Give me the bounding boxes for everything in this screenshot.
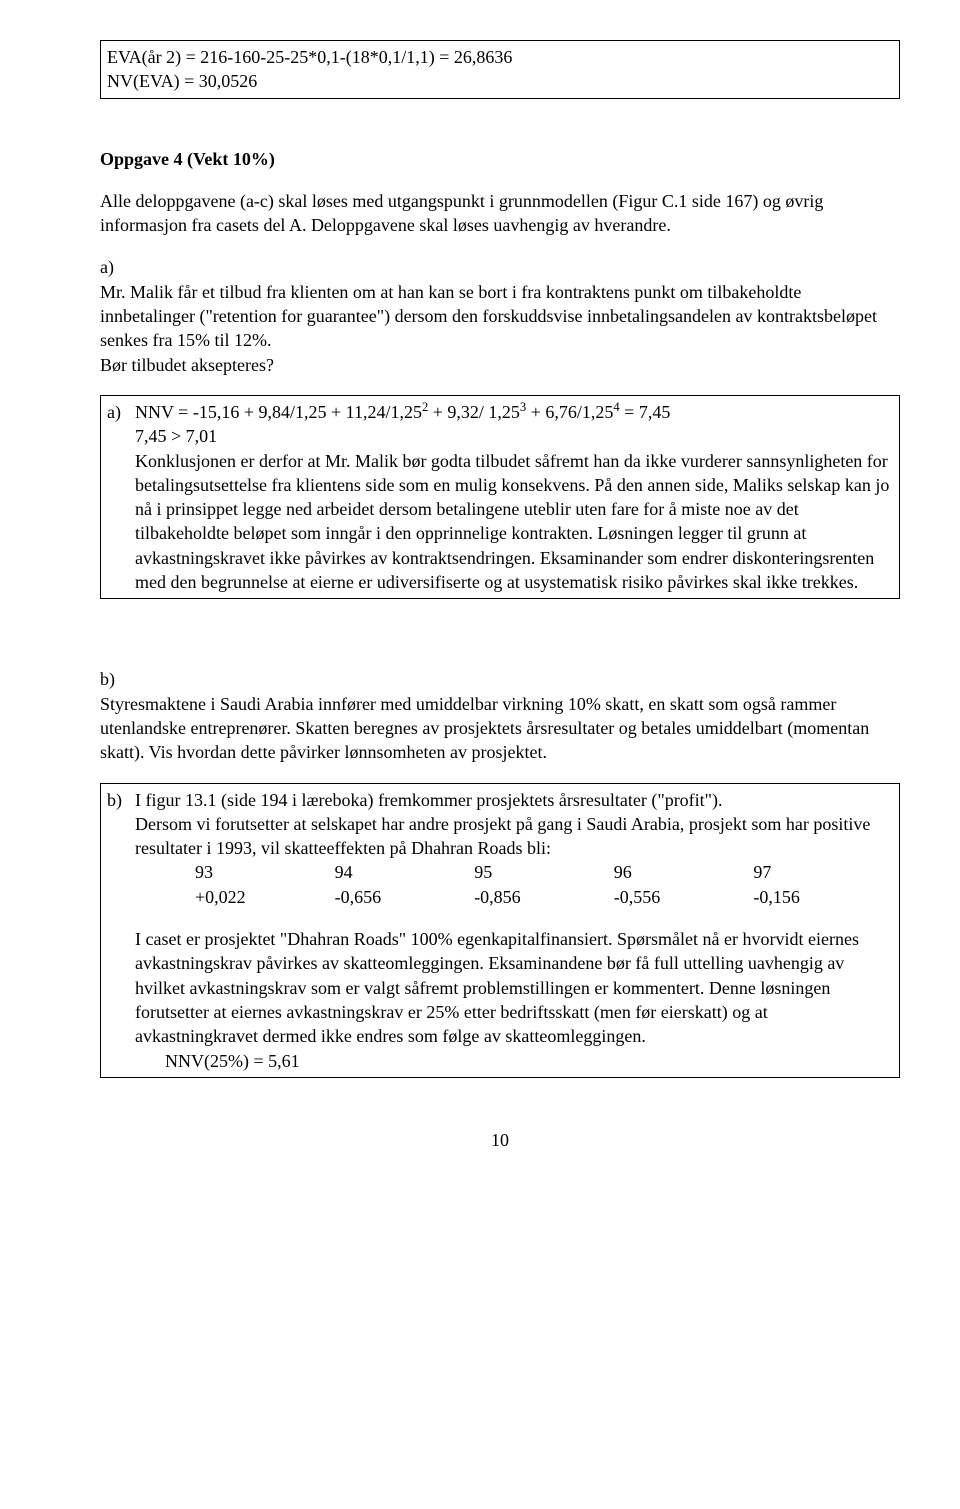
year-row: 93 94 95 96 97 <box>195 860 893 884</box>
part-a-body: Mr. Malik får et tilbud fra klienten om … <box>100 280 900 353</box>
answer-box-b: b) I figur 13.1 (side 194 i læreboka) fr… <box>100 783 900 1078</box>
box3-line2: Dersom vi forutsetter at selskapet har a… <box>135 812 893 861</box>
eva-line: EVA(år 2) = 216-160-25-25*0,1-(18*0,1/1,… <box>107 45 893 69</box>
intro-paragraph: Alle deloppgavene (a-c) skal løses med u… <box>100 189 900 238</box>
calc-box-top: EVA(år 2) = 216-160-25-25*0,1-(18*0,1/1,… <box>100 40 900 99</box>
year-table: 93 94 95 96 97 +0,022 -0,656 -0,856 -0,5… <box>135 860 893 909</box>
answer-a-marker: a) <box>107 400 135 594</box>
page-number: 10 <box>100 1128 900 1152</box>
formula-line: NNV = -15,16 + 9,84/1,25 + 11,24/1,252 +… <box>135 400 893 424</box>
answer-b-marker: b) <box>107 788 135 1073</box>
box3-line1: I figur 13.1 (side 194 i læreboka) fremk… <box>135 788 893 812</box>
answer-a-body: Konklusjonen er derfor at Mr. Malik bør … <box>135 449 893 595</box>
nv-line: NV(EVA) = 30,0526 <box>107 69 893 93</box>
part-b-label: b) <box>100 667 900 691</box>
value-row: +0,022 -0,656 -0,856 -0,556 -0,156 <box>195 885 893 909</box>
part-a-question: Bør tilbudet aksepteres? <box>100 353 900 377</box>
box3-nnv: NNV(25%) = 5,61 <box>135 1049 893 1073</box>
compare-line: 7,45 > 7,01 <box>135 424 893 448</box>
box3-paragraph: I caset er prosjektet "Dhahran Roads" 10… <box>135 927 893 1048</box>
answer-box-a: a) NNV = -15,16 + 9,84/1,25 + 11,24/1,25… <box>100 395 900 599</box>
section-heading: Oppgave 4 (Vekt 10%) <box>100 147 900 171</box>
part-a-label: a) <box>100 255 900 279</box>
part-b-body: Styresmaktene i Saudi Arabia innfører me… <box>100 692 900 765</box>
